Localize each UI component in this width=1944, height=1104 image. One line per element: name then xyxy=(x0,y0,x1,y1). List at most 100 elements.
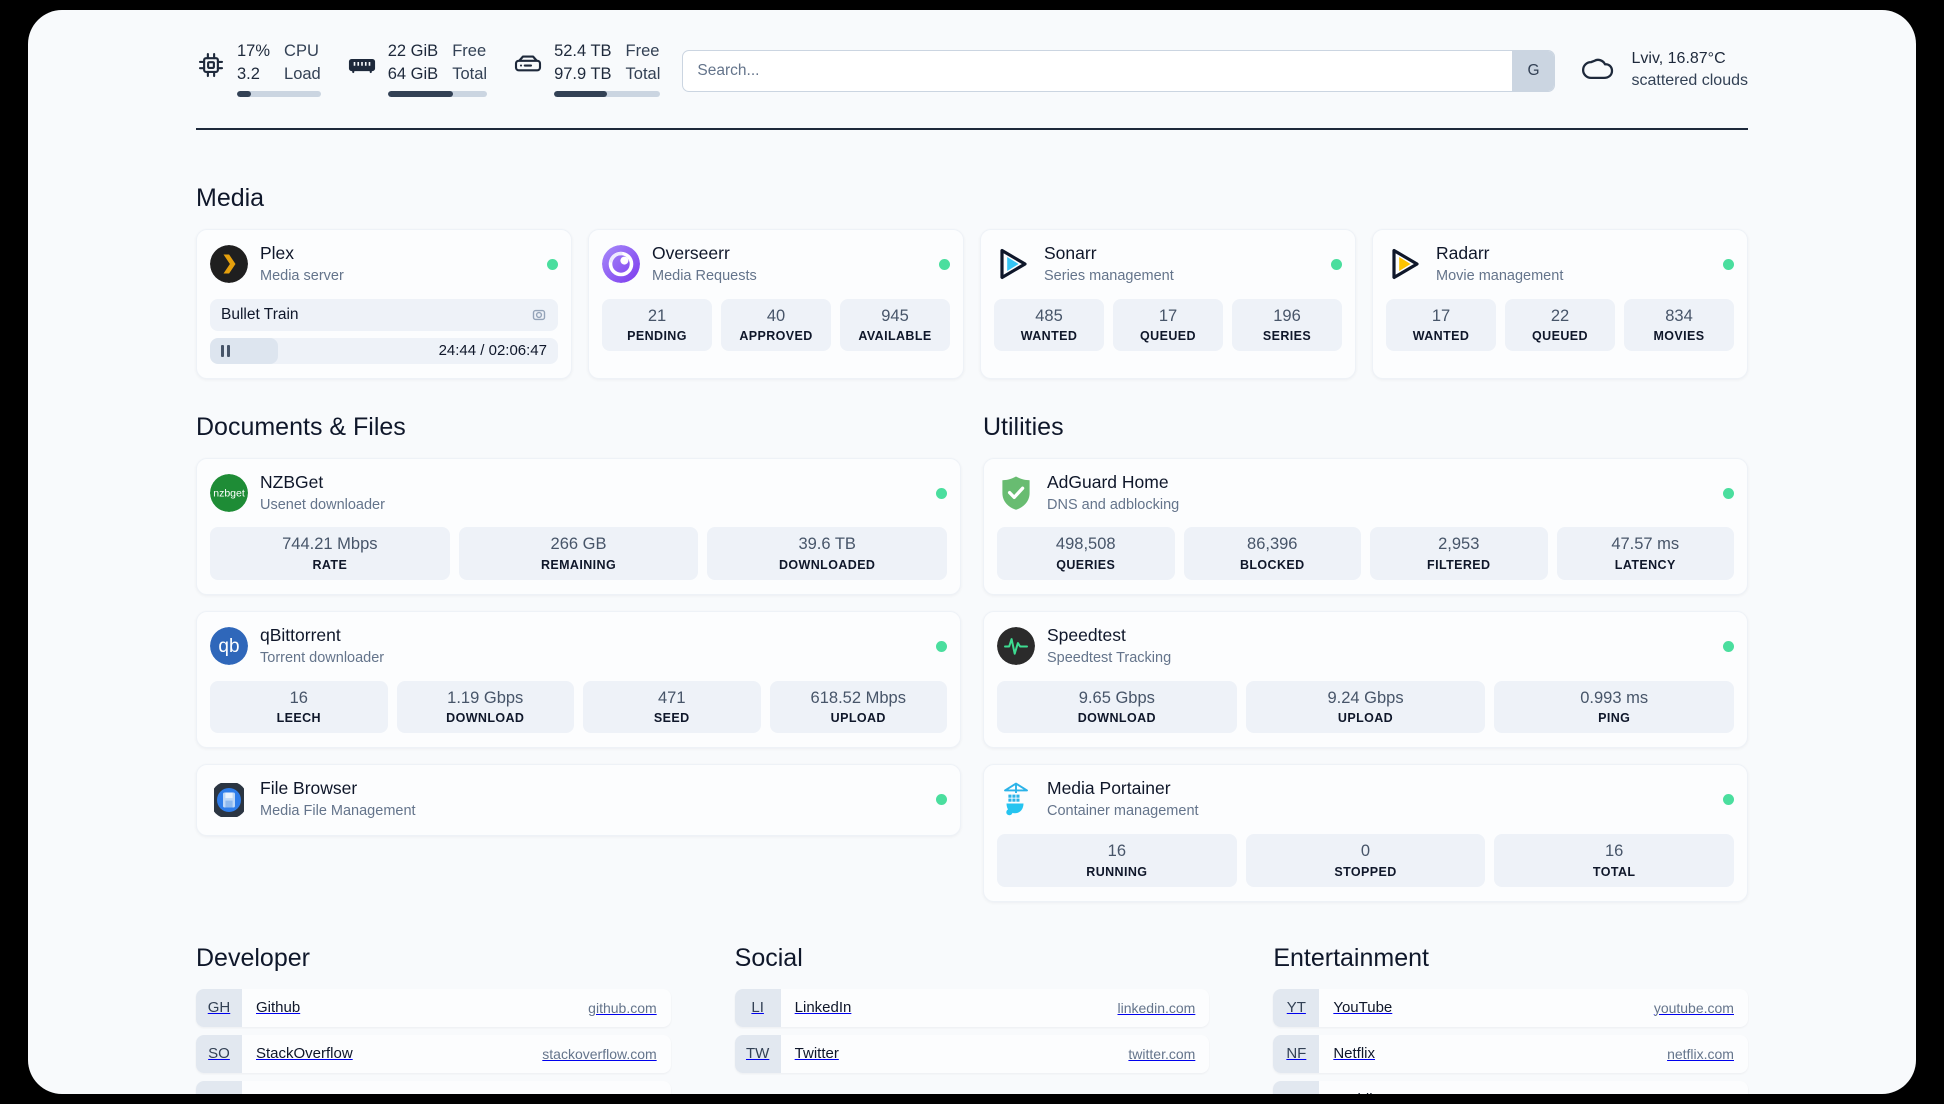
service-stat-tile: 834 MOVIES xyxy=(1624,298,1734,352)
bookmark-item[interactable]: RE Reddit reddit.com xyxy=(1273,1080,1748,1094)
stat-ram: 22 GiB 64 GiB Free Total xyxy=(347,41,488,97)
bookmark-url: youtube.com xyxy=(1653,999,1734,1016)
bookmark-badge: DT xyxy=(196,1080,242,1094)
documents-column: Documents & Files nzbget NZBGet Usenet dow… xyxy=(196,413,961,902)
service-stat-tile: 86,396 BLOCKED xyxy=(1183,527,1361,581)
service-card[interactable]: Media Portainer Container management 16 RUN… xyxy=(983,764,1748,902)
stat-body: 22 GiB 64 GiB Free Total xyxy=(387,41,488,97)
bookmark-name: LinkedIn xyxy=(794,999,852,1017)
search-submit-button[interactable]: G xyxy=(1512,51,1555,91)
card-header: File Browser Media File Management xyxy=(210,778,947,821)
stat-tile-value: 47.57 ms xyxy=(1611,535,1680,554)
card-titles: qBittorrent Torrent downloader xyxy=(260,625,924,668)
bookmark-url: twitter.com xyxy=(1128,1045,1196,1062)
bookmark-badge: NF xyxy=(1273,1034,1320,1073)
service-card[interactable]: Radarr Movie management 17 WANTED 22 QUEUED 83… xyxy=(1372,229,1748,379)
service-stat-row: 498,508 QUERIES 86,396 BLOCKED 2,953 FILTERED… xyxy=(997,527,1734,581)
bookmark-group-title: Developer xyxy=(196,943,310,972)
service-card[interactable]: Sonarr Series management 485 WANTED 17 QUEUED… xyxy=(980,229,1356,379)
status-indicator-dot xyxy=(936,640,947,652)
bookmark-badge: LI xyxy=(734,988,781,1027)
weather-text: Lviv, 16.87°C scattered clouds xyxy=(1631,48,1748,91)
search-box[interactable]: G xyxy=(682,50,1556,92)
service-name: Media Portainer xyxy=(1047,778,1171,799)
bookmark-item[interactable]: SO StackOverflow stackoverflow.com xyxy=(196,1034,671,1073)
stat-label-primary: Free xyxy=(452,42,487,61)
stat-tile-label: BLOCKED xyxy=(1239,558,1305,573)
bookmark-name: Twitter xyxy=(794,1045,839,1063)
service-card[interactable]: File Browser Media File Management xyxy=(196,764,961,837)
service-stat-tile: 16 LEECH xyxy=(210,680,388,734)
bookmark-item[interactable]: LI LinkedIn linkedin.com xyxy=(734,988,1210,1027)
bookmark-item[interactable]: GH Github github.com xyxy=(196,988,671,1027)
bookmark-url: netflix.com xyxy=(1667,1045,1734,1062)
bookmark-url: linkedin.com xyxy=(1117,999,1196,1016)
stat-tile-value: 17 xyxy=(1431,306,1451,325)
adguard-icon xyxy=(997,474,1035,512)
stat-label-primary: Free xyxy=(625,42,660,61)
stat-tile-value: 471 xyxy=(657,688,686,707)
status-indicator-dot xyxy=(1723,640,1734,652)
stat-tile-value: 485 xyxy=(1035,306,1063,325)
documents-section-title: Documents & Files xyxy=(196,412,406,441)
speedtest-icon xyxy=(997,627,1035,666)
stat-tile-label: QUEUED xyxy=(1532,329,1588,344)
search-input[interactable] xyxy=(683,51,1513,91)
bookmark-item[interactable]: YT YouTube youtube.com xyxy=(1273,988,1748,1027)
stat-value-secondary: 3.2 xyxy=(237,64,260,83)
service-card[interactable]: Overseerr Media Requests 21 PENDING 40 APPROV… xyxy=(588,229,964,379)
card-header: Plex Media server xyxy=(210,243,558,286)
service-stat-row: 16 RUNNING 0 STOPPED 16 TOTAL xyxy=(997,834,1735,887)
bookmark-group-title: Social xyxy=(734,943,803,972)
stat-tile-label: WANTED xyxy=(1020,329,1078,344)
card-titles: File Browser Media File Management xyxy=(260,778,924,821)
media-card-grid: Plex Media server Bullet Train 24:44 / 02:0… xyxy=(196,229,1748,379)
service-stat-tile: 0.993 ms PING xyxy=(1494,680,1735,734)
search-area: G xyxy=(660,50,1577,92)
service-name: File Browser xyxy=(260,778,358,799)
stat-tile-value: 0.993 ms xyxy=(1580,688,1649,707)
service-card[interactable]: nzbget NZBGet Usenet downloader 744.21 Mbps… xyxy=(196,457,961,596)
pause-icon[interactable] xyxy=(221,344,230,357)
service-stat-row: 485 WANTED 17 QUEUED 196 SERIES xyxy=(994,298,1342,352)
bookmark-item[interactable]: TW Twitter twitter.com xyxy=(734,1034,1210,1073)
stat-value-primary: 52.4 TB xyxy=(554,42,612,61)
bookmark-badge: GH xyxy=(196,988,242,1027)
stat-tile-label: WANTED xyxy=(1412,329,1470,344)
stat-progress-bar xyxy=(554,90,661,97)
service-name: Sonarr xyxy=(1044,243,1097,263)
stat-tile-value: 22 xyxy=(1550,306,1570,325)
weather-widget: Lviv, 16.87°C scattered clouds xyxy=(1577,48,1748,91)
bookmark-item[interactable]: NF Netflix netflix.com xyxy=(1273,1034,1748,1073)
bookmark-name: Reddit xyxy=(1333,1091,1376,1094)
now-playing-title-bar[interactable]: Bullet Train xyxy=(210,298,558,331)
cpu-icon xyxy=(196,50,226,80)
service-card[interactable]: Speedtest Speedtest Tracking 9.65 Gbps DOWN… xyxy=(983,611,1748,749)
media-section: Media Plex Media server Bullet Train 24:44 … xyxy=(28,130,1916,379)
stat-tile-value: 9.24 Gbps xyxy=(1327,688,1404,707)
now-playing-progress[interactable]: 24:44 / 02:06:47 xyxy=(210,337,558,364)
service-stat-tile: 21 PENDING xyxy=(602,298,712,352)
service-stat-row: 21 PENDING 40 APPROVED 945 AVAILABLE xyxy=(602,298,950,352)
stat-tile-value: 16 xyxy=(1107,842,1127,861)
stat-body: 52.4 TB 97.9 TB Free Total xyxy=(554,41,661,97)
service-card[interactable]: Plex Media server Bullet Train 24:44 / 02:0… xyxy=(196,229,572,379)
bookmark-list: GH Github github.com SO StackOverflow stackov… xyxy=(196,988,671,1094)
now-playing-time: 24:44 / 02:06:47 xyxy=(438,342,547,360)
card-header: qb qBittorrent Torrent downloader xyxy=(210,625,947,668)
service-stat-tile: 39.6 TB DOWNLOADED xyxy=(707,527,948,581)
bookmark-group: Social LI LinkedIn linkedin.com TW Twitter twi… xyxy=(734,943,1210,1094)
bookmark-list: YT YouTube youtube.com NF Netflix netflix.com… xyxy=(1273,988,1748,1094)
stat-label-secondary: Load xyxy=(284,64,321,83)
card-header: AdGuard Home DNS and adblocking xyxy=(997,472,1734,515)
disk-icon xyxy=(513,50,543,80)
service-card[interactable]: qb qBittorrent Torrent downloader 16 LEECH 1.… xyxy=(196,611,961,749)
bookmark-item[interactable]: DT DEV dev.to xyxy=(196,1080,671,1094)
service-stat-tile: 17 WANTED xyxy=(1386,298,1496,352)
overseerr-icon xyxy=(602,245,640,284)
media-section-title: Media xyxy=(196,184,265,212)
service-card[interactable]: AdGuard Home DNS and adblocking 498,508 QUE… xyxy=(983,457,1748,596)
service-description: Torrent downloader xyxy=(260,649,385,666)
stat-value-primary: 22 GiB xyxy=(387,42,439,61)
bookmark-name: DEV xyxy=(256,1091,287,1094)
